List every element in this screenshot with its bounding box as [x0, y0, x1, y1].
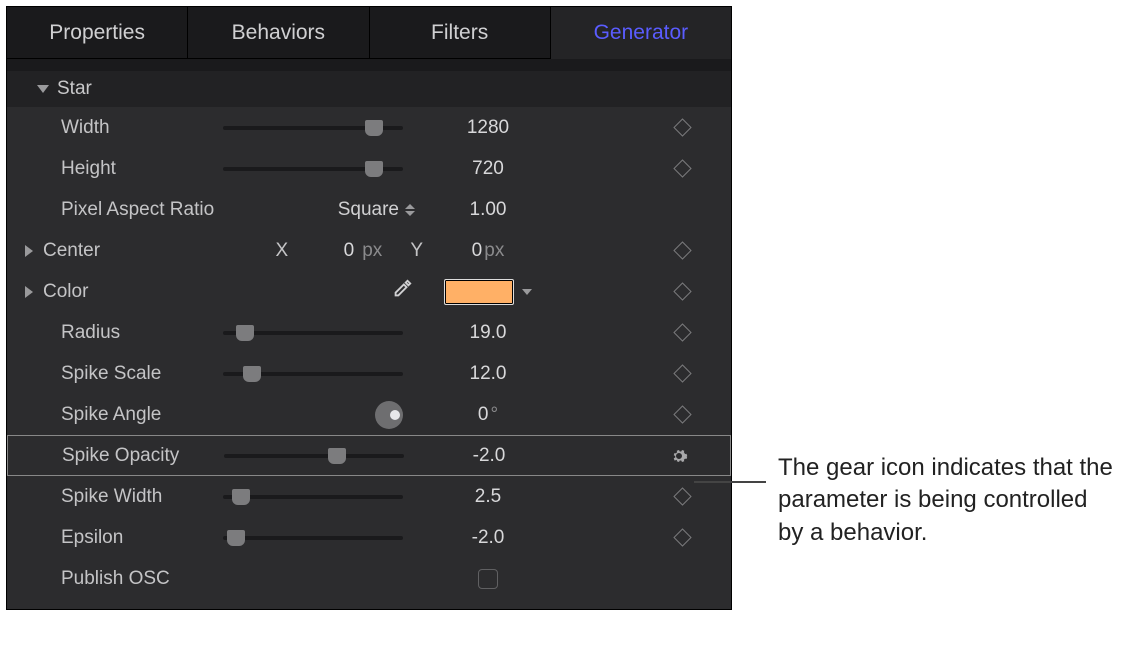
- param-center: Center X 0 px Y 0px: [7, 230, 731, 271]
- tab-gap: [7, 59, 731, 71]
- chevron-down-icon[interactable]: [522, 289, 532, 295]
- spike-opacity-value[interactable]: -2.0: [424, 445, 554, 467]
- callout-text: The gear icon indicates that the paramet…: [778, 452, 1118, 549]
- tab-behaviors[interactable]: Behaviors: [188, 7, 369, 59]
- aspect-dropdown[interactable]: Square: [338, 199, 415, 221]
- tab-properties[interactable]: Properties: [7, 7, 188, 59]
- param-label: Color: [33, 281, 223, 303]
- param-color: Color: [7, 271, 731, 312]
- angle-dial[interactable]: [375, 401, 403, 429]
- param-label: Radius: [33, 322, 223, 344]
- radius-slider[interactable]: [223, 331, 403, 335]
- param-label: Epsilon: [33, 527, 223, 549]
- slider-thumb[interactable]: [328, 448, 346, 464]
- param-spike-opacity: Spike Opacity -2.0: [7, 435, 731, 476]
- section-title: Star: [57, 78, 92, 100]
- keyframe-icon[interactable]: [673, 405, 691, 423]
- spike-scale-value[interactable]: 12.0: [423, 363, 553, 385]
- tab-generator[interactable]: Generator: [551, 7, 731, 59]
- x-unit: px: [362, 240, 382, 262]
- aspect-value[interactable]: 1.00: [423, 199, 553, 221]
- param-spike-angle: Spike Angle 0°: [7, 394, 731, 435]
- width-slider[interactable]: [223, 126, 403, 130]
- gear-icon[interactable]: [670, 447, 688, 465]
- tab-bar: Properties Behaviors Filters Generator: [7, 7, 731, 59]
- param-label: Width: [33, 117, 223, 139]
- stepper-icon[interactable]: [405, 204, 415, 216]
- param-aspect-ratio: Pixel Aspect Ratio Square 1.00: [7, 189, 731, 230]
- spike-scale-slider[interactable]: [223, 372, 403, 376]
- param-spike-scale: Spike Scale 12.0: [7, 353, 731, 394]
- param-radius: Radius 19.0: [7, 312, 731, 353]
- spike-angle-value[interactable]: 0°: [423, 404, 553, 426]
- param-epsilon: Epsilon -2.0: [7, 517, 731, 558]
- param-height: Height 720: [7, 148, 731, 189]
- slider-thumb[interactable]: [232, 489, 250, 505]
- height-slider[interactable]: [223, 167, 403, 171]
- slider-thumb[interactable]: [365, 120, 383, 136]
- param-label: Spike Scale: [33, 363, 223, 385]
- param-publish-osc: Publish OSC: [7, 558, 731, 599]
- center-xy: X 0 px Y: [123, 240, 423, 262]
- callout-leader-line: [694, 481, 766, 483]
- spike-width-value[interactable]: 2.5: [423, 486, 553, 508]
- spike-opacity-slider[interactable]: [224, 454, 404, 458]
- center-x-value[interactable]: 0: [294, 240, 354, 262]
- param-label: Spike Angle: [33, 404, 223, 426]
- y-label: Y: [410, 240, 423, 262]
- x-label: X: [276, 240, 289, 262]
- epsilon-value[interactable]: -2.0: [423, 527, 553, 549]
- color-swatch[interactable]: [444, 279, 514, 305]
- keyframe-icon[interactable]: [673, 323, 691, 341]
- slider-thumb[interactable]: [227, 530, 245, 546]
- param-label: Publish OSC: [33, 568, 223, 590]
- disclosure-closed-icon[interactable]: [25, 286, 33, 298]
- width-value[interactable]: 1280: [423, 117, 553, 139]
- param-label: Height: [33, 158, 223, 180]
- param-label: Pixel Aspect Ratio: [33, 199, 223, 221]
- keyframe-icon[interactable]: [673, 159, 691, 177]
- keyframe-icon[interactable]: [673, 364, 691, 382]
- keyframe-icon[interactable]: [673, 118, 691, 136]
- publish-osc-checkbox[interactable]: [478, 569, 498, 589]
- slider-thumb[interactable]: [236, 325, 254, 341]
- center-y-value[interactable]: 0px: [423, 240, 553, 262]
- disclosure-open-icon[interactable]: [37, 85, 49, 93]
- keyframe-icon[interactable]: [673, 282, 691, 300]
- aspect-option: Square: [338, 199, 399, 221]
- keyframe-icon[interactable]: [673, 528, 691, 546]
- radius-value[interactable]: 19.0: [423, 322, 553, 344]
- disclosure-closed-icon[interactable]: [25, 245, 33, 257]
- eyedropper-icon[interactable]: [391, 278, 413, 305]
- slider-thumb[interactable]: [365, 161, 383, 177]
- parameter-list: Width 1280 Height 720 Pixel As: [7, 107, 731, 609]
- param-width: Width 1280: [7, 107, 731, 148]
- inspector-panel: Properties Behaviors Filters Generator S…: [6, 6, 732, 610]
- slider-thumb[interactable]: [243, 366, 261, 382]
- keyframe-icon[interactable]: [673, 487, 691, 505]
- keyframe-icon[interactable]: [673, 241, 691, 259]
- epsilon-slider[interactable]: [223, 536, 403, 540]
- height-value[interactable]: 720: [423, 158, 553, 180]
- param-label: Spike Width: [33, 486, 223, 508]
- param-spike-width: Spike Width 2.5: [7, 476, 731, 517]
- section-star-header[interactable]: Star: [7, 71, 731, 107]
- tab-filters[interactable]: Filters: [370, 7, 551, 59]
- spike-width-slider[interactable]: [223, 495, 403, 499]
- param-label: Center: [33, 240, 123, 262]
- param-label: Spike Opacity: [34, 445, 224, 467]
